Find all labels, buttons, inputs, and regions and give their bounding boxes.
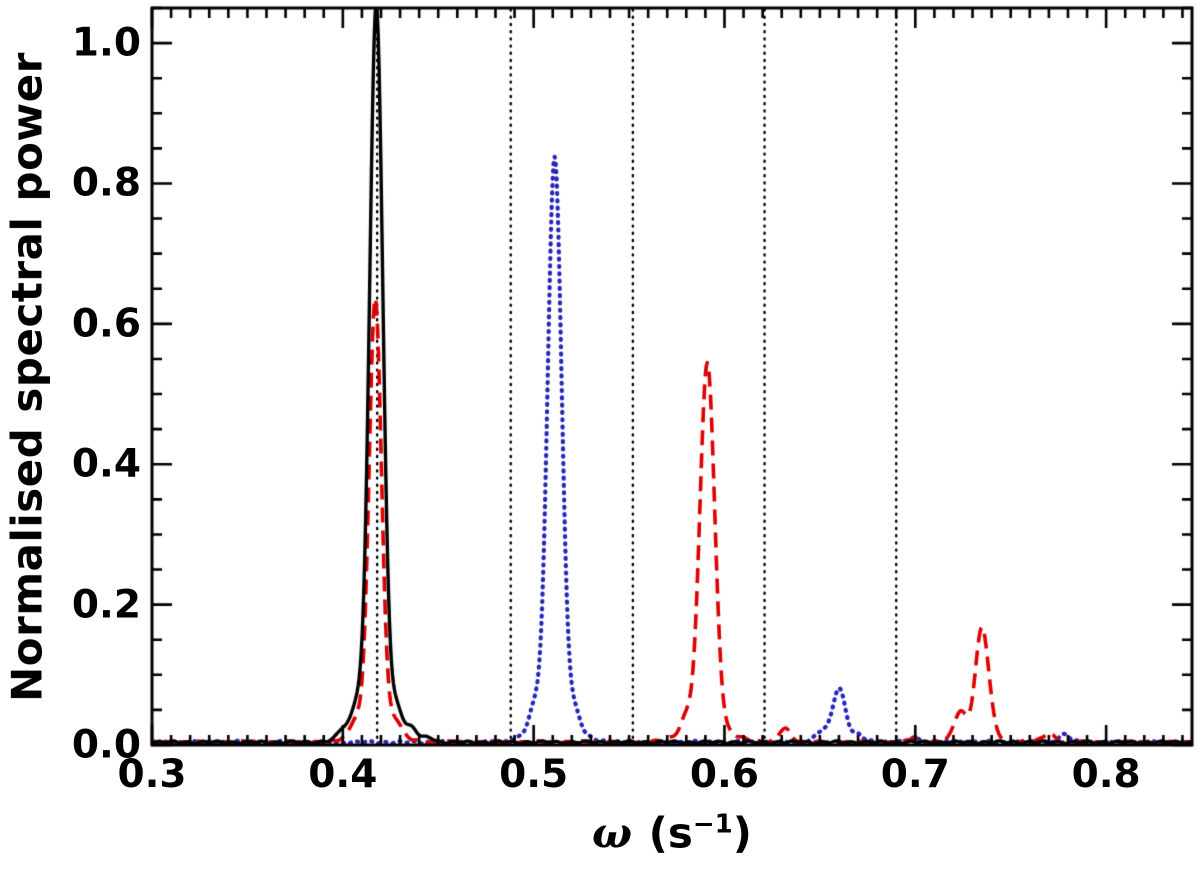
x-tick-label: 0.6: [689, 752, 760, 797]
y-tick-label: 0.4: [71, 441, 141, 487]
y-tick-label: 0.0: [71, 722, 141, 768]
y-axis-title: Normalised spectral power: [2, 52, 52, 702]
x-tick-label: 0.4: [308, 752, 378, 797]
y-tick-label: 0.6: [71, 301, 141, 347]
y-tick-label: 0.8: [71, 160, 141, 206]
y-tick-label: 1.0: [71, 20, 141, 66]
y-tick-label: 0.2: [71, 582, 141, 628]
x-tick-label: 0.8: [1071, 752, 1141, 797]
omega-symbol: ω: [592, 808, 633, 858]
x-axis-title: ω (s−1): [592, 808, 752, 858]
x-tick-label: 0.7: [880, 752, 950, 797]
x-tick-label: 0.3: [117, 752, 187, 797]
x-tick-label: 0.5: [499, 752, 569, 797]
